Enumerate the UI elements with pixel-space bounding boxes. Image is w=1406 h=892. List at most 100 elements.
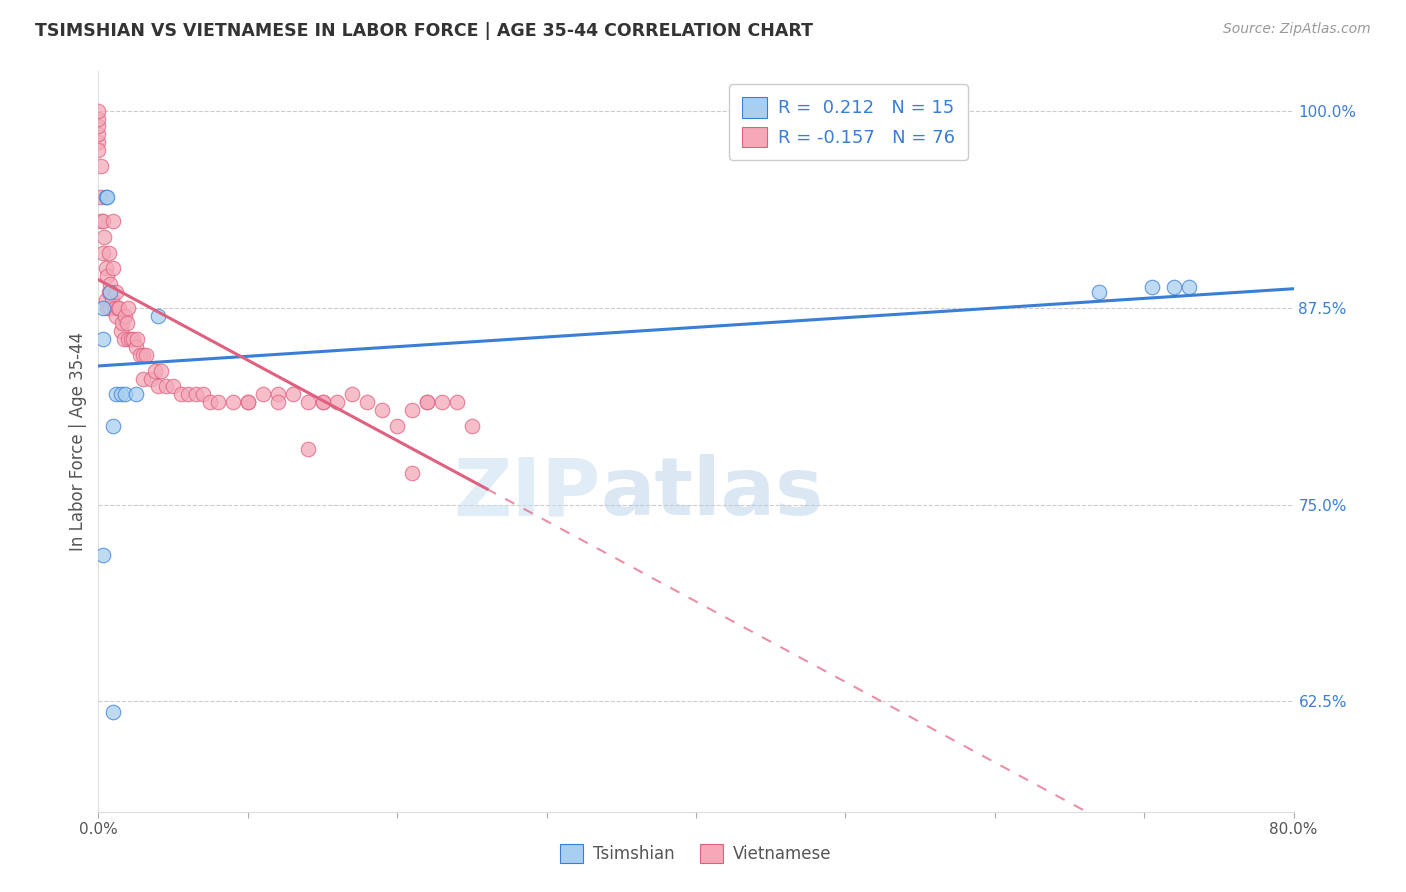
Point [129,348,152,362]
Text: TSIMSHIAN VS VIETNAMESE IN LABOR FORCE | AGE 35-44 CORRELATION CHART: TSIMSHIAN VS VIETNAMESE IN LABOR FORCE |… [35,22,813,40]
Text: ZIP: ZIP [453,454,600,533]
Point [125,340,148,354]
Point [1140,280,1163,294]
Point [120,332,142,346]
Point [139,371,162,385]
Point [401,466,423,480]
Point [96,301,118,315]
Point [91,332,114,346]
Point [108,301,131,315]
Point [87,103,110,118]
Point [87,128,110,142]
Point [267,395,290,409]
Point [103,261,125,276]
Point [91,301,114,315]
Point [91,548,114,562]
Point [97,285,120,299]
Point [222,395,245,409]
Point [177,387,200,401]
Point [93,229,115,244]
Point [94,261,117,276]
Point [104,301,127,315]
Point [184,387,207,401]
Point [297,442,319,457]
Point [207,395,229,409]
Point [90,190,112,204]
Point [236,395,259,409]
Point [281,387,304,401]
Point [1088,285,1111,299]
Point [97,245,120,260]
Point [1163,280,1185,294]
Point [98,301,122,315]
Point [169,387,191,401]
Point [98,285,122,299]
Point [311,395,333,409]
Point [252,387,274,401]
Point [150,364,173,378]
Point [297,395,319,409]
Point [117,332,139,346]
Point [114,387,136,401]
Point [105,309,128,323]
Point [94,190,117,204]
Point [105,285,128,299]
Point [132,348,155,362]
Point [416,395,439,409]
Text: atlas: atlas [600,454,824,533]
Point [91,245,114,260]
Point [401,403,423,417]
Point [461,418,484,433]
Point [103,418,125,433]
Point [1178,280,1201,294]
Point [91,214,114,228]
Point [90,159,112,173]
Point [148,309,170,323]
Point [127,332,149,346]
Text: Source: ZipAtlas.com: Source: ZipAtlas.com [1223,22,1371,37]
Point [117,301,139,315]
Point [356,395,378,409]
Point [148,379,170,393]
Point [416,395,439,409]
Point [162,379,184,393]
Point [125,387,148,401]
Point [87,135,110,149]
Point [430,395,453,409]
Y-axis label: In Labor Force | Age 35-44: In Labor Force | Age 35-44 [69,332,87,551]
Point [155,379,177,393]
Point [105,387,128,401]
Point [112,332,135,346]
Point [132,371,155,385]
Point [98,277,122,291]
Point [94,293,117,307]
Point [236,395,259,409]
Point [87,112,110,126]
Point [311,395,333,409]
Point [191,387,214,401]
Point [446,395,468,409]
Point [110,324,132,338]
Point [107,301,129,315]
Point [114,309,136,323]
Point [326,395,349,409]
Point [103,214,125,228]
Point [371,403,394,417]
Legend: Tsimshian, Vietnamese: Tsimshian, Vietnamese [554,838,838,870]
Point [96,269,118,284]
Point [267,387,290,401]
Point [385,418,409,433]
Point [143,364,166,378]
Point [90,214,112,228]
Point [103,706,125,720]
Point [200,395,222,409]
Point [101,293,124,307]
Point [121,332,143,346]
Point [115,317,138,331]
Point [87,143,110,157]
Point [111,317,134,331]
Point [135,348,157,362]
Point [96,190,118,204]
Point [87,120,110,134]
Point [342,387,364,401]
